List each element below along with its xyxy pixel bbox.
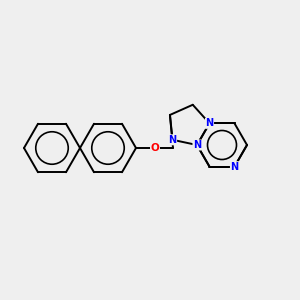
Text: O: O <box>151 143 159 153</box>
Text: O: O <box>151 143 159 153</box>
Text: N: N <box>193 140 201 150</box>
Text: N: N <box>230 162 238 172</box>
Text: N: N <box>206 118 214 128</box>
Text: N: N <box>169 135 177 145</box>
